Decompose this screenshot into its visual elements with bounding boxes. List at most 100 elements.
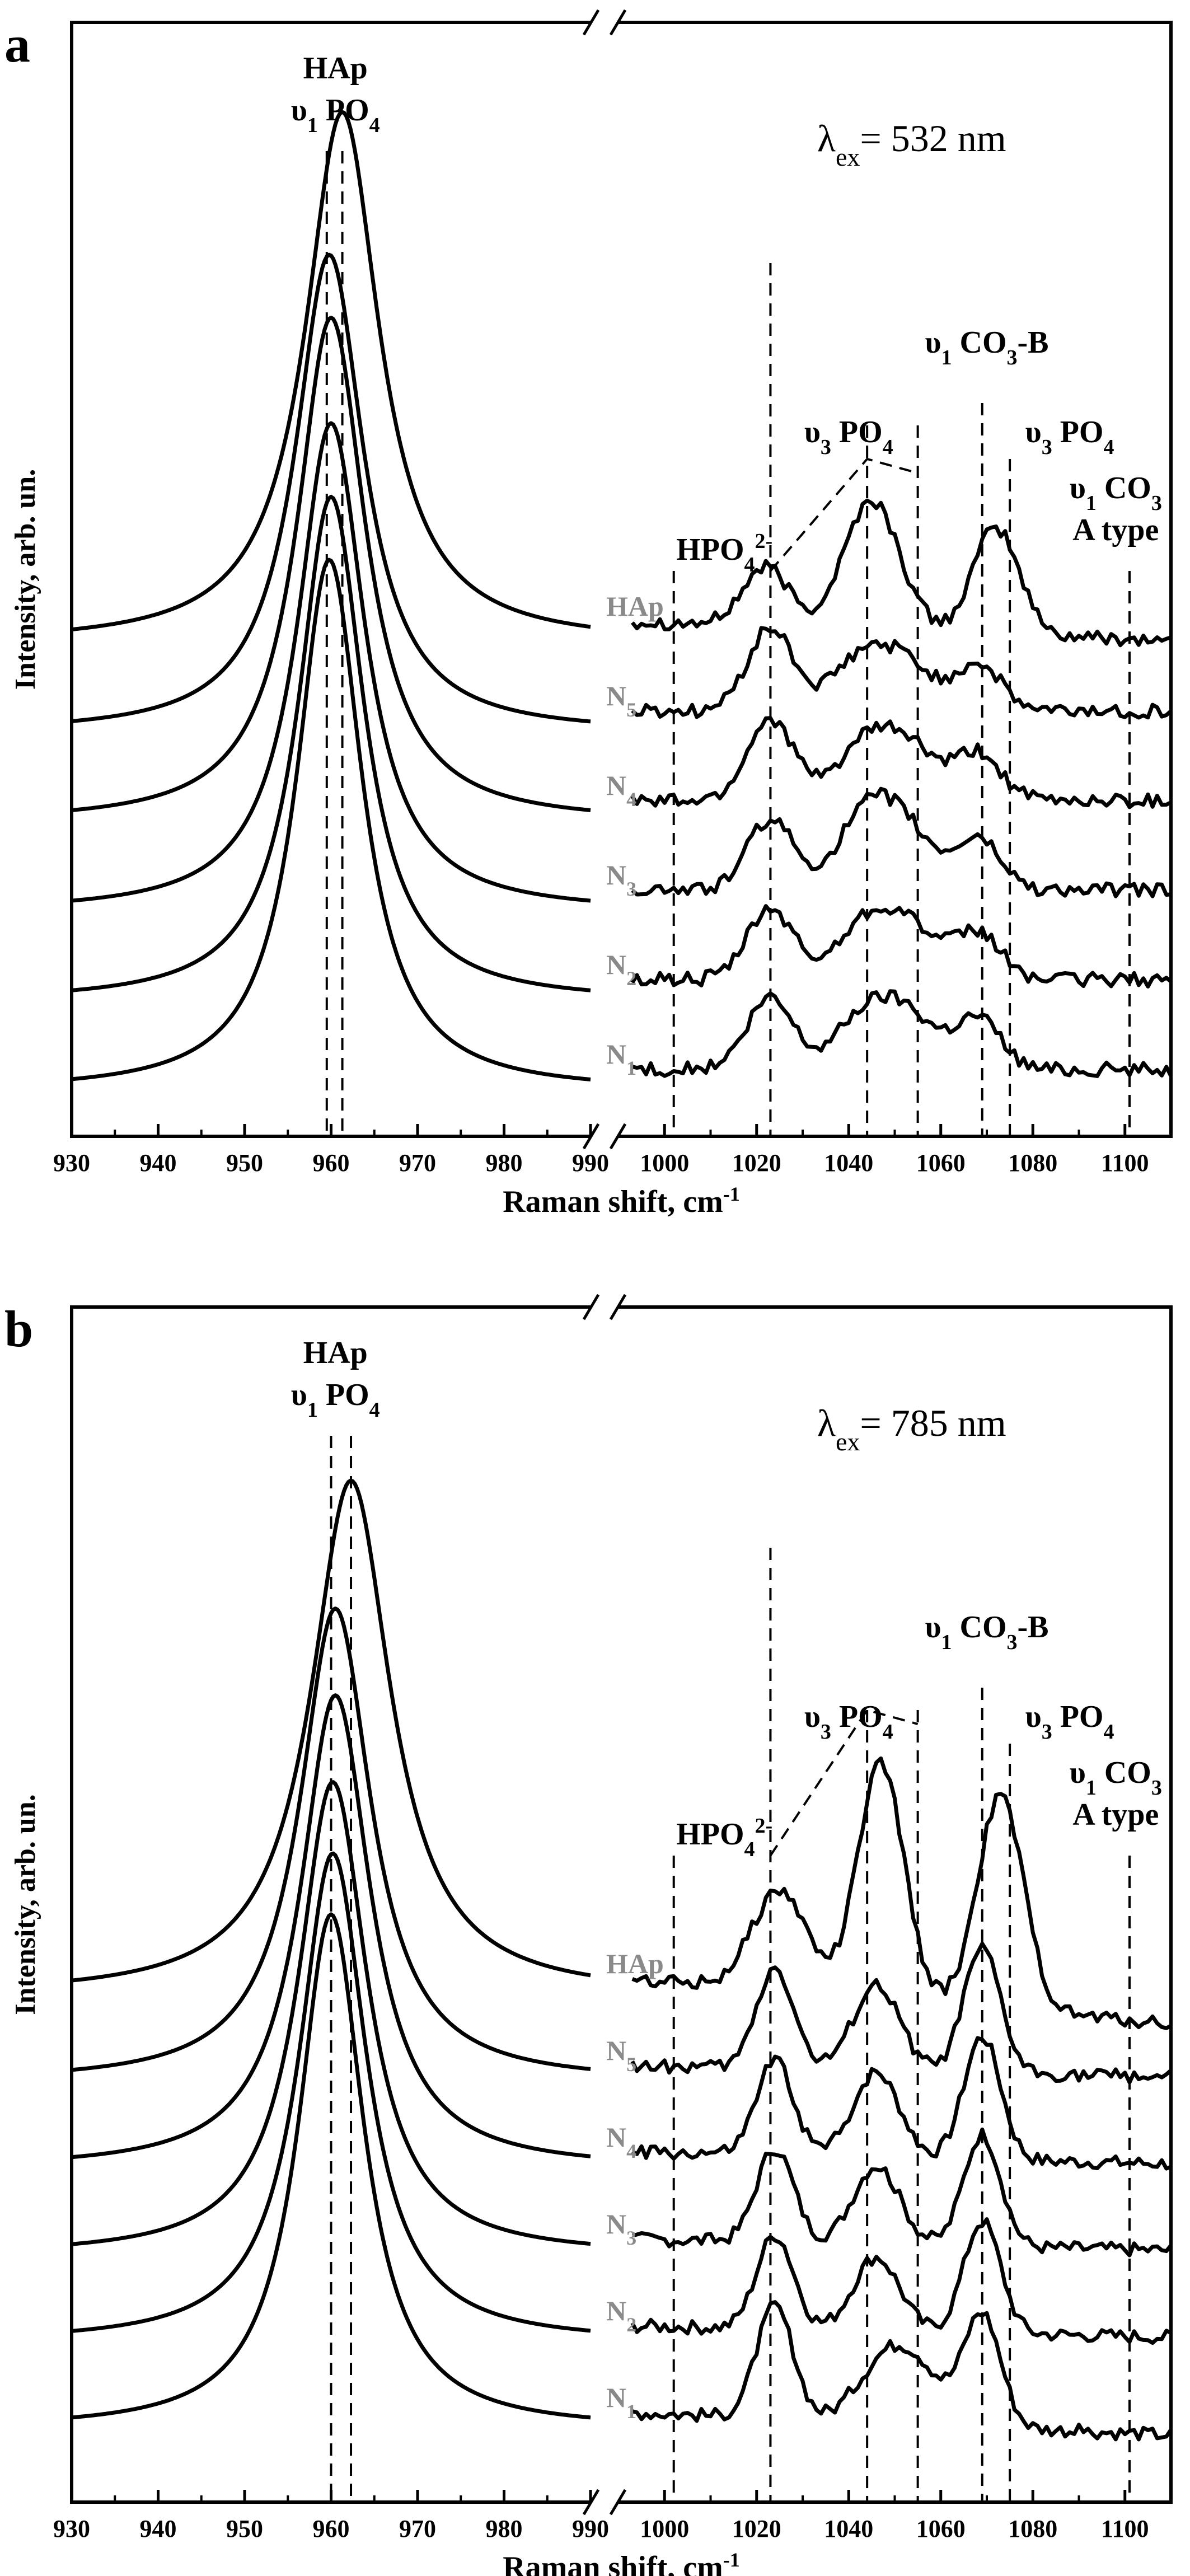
x-tick-label: 1080 <box>1008 2515 1057 2542</box>
x-tick-label: 1020 <box>732 2515 781 2542</box>
panel-letter: a <box>4 16 30 73</box>
series-line-left <box>71 558 591 1081</box>
series-line-right <box>630 716 1172 809</box>
panel-b: 930 940 950 960 970 980 990 1000 1020 1040 1060 108… <box>4 1294 1173 2576</box>
x-tick-label: 990 <box>572 1149 609 1177</box>
axis-break-mask-bottom <box>592 2497 617 2508</box>
series-line-left <box>71 1607 591 2072</box>
series-line-left <box>71 110 591 631</box>
series-line-right <box>630 498 1172 648</box>
x-tick-label: 980 <box>486 1149 523 1177</box>
x-tick-label: 940 <box>140 1149 177 1177</box>
panel-a: 930 940 950 960 970 980 990 1000 1020 1040 1060 108… <box>4 9 1173 1219</box>
series-label: N4 <box>606 770 636 811</box>
x-tick-label: 1020 <box>732 1149 781 1177</box>
x-tick-label: 1000 <box>640 2515 689 2542</box>
peak-annotation: υ3 PO4 <box>1025 415 1114 459</box>
series-label: HAp <box>606 591 664 622</box>
series-line-right <box>630 904 1173 989</box>
peak-annotation: υ1 PO4 <box>291 1378 380 1422</box>
y-axis-title: Intensity, arb. un. <box>10 469 41 690</box>
series-line-right <box>631 2036 1172 2171</box>
series-label: N4 <box>606 2121 636 2162</box>
peak-annotation: υ1 CO3-B <box>925 325 1048 369</box>
peak-annotation: υ1 CO3 <box>1070 1755 1162 1800</box>
peak-annotation: υ3 PO4 <box>804 415 893 459</box>
panel-letter: b <box>4 1300 33 1357</box>
x-tick-label: 950 <box>226 2515 263 2542</box>
x-tick-label: 1100 <box>1101 1149 1149 1177</box>
series-line-left <box>71 1851 591 2333</box>
peak-annotation: HPO42- <box>676 530 772 577</box>
series-line-right <box>631 786 1172 898</box>
series-line-right <box>631 626 1173 720</box>
series-label: HAp <box>606 1948 664 1979</box>
axis-break-mark <box>609 1123 627 1150</box>
y-axis-title: Intensity, arb. un. <box>10 1794 41 2015</box>
x-axis-title: Raman shift, cm-1 <box>503 1183 740 1219</box>
excitation-label: λex= 785 nm <box>817 1402 1006 1456</box>
peak-annotation: HAp <box>303 51 368 86</box>
series-line-left <box>71 316 591 812</box>
axis-break-mask-bottom <box>592 1131 617 1142</box>
x-tick-label: 970 <box>399 1149 436 1177</box>
x-tick-label: 1000 <box>640 1149 689 1177</box>
axis-break-mask-top <box>592 17 617 28</box>
excitation-label: λex= 532 nm <box>817 117 1006 171</box>
series-label: N3 <box>606 2208 636 2249</box>
peak-annotation: A type <box>1072 513 1159 547</box>
peak-annotation: HAp <box>303 1336 368 1370</box>
x-tick-label: 1060 <box>916 1149 966 1177</box>
series-label: N5 <box>606 680 636 721</box>
plot-frame <box>70 1305 1173 2504</box>
series-line-right <box>630 1941 1173 2085</box>
x-tick-label: 1060 <box>916 2515 966 2542</box>
series-label: N2 <box>606 949 636 990</box>
peak-annotation: υ3 PO4 <box>1025 1699 1114 1744</box>
x-tick-label: 980 <box>486 2515 523 2542</box>
x-tick-label: 1080 <box>1008 1149 1057 1177</box>
axis-break-mark <box>609 2489 627 2516</box>
series-line-right <box>631 2300 1173 2442</box>
x-tick-label: 1040 <box>824 1149 873 1177</box>
x-tick-label: 970 <box>399 2515 436 2542</box>
series-label: N5 <box>606 2035 636 2076</box>
peak-annotation: υ3 PO4 <box>804 1699 893 1744</box>
series-label: N3 <box>606 859 636 900</box>
series-label: N2 <box>606 2295 636 2336</box>
axis-break-mask-top <box>592 1301 617 1313</box>
x-tick-label: 930 <box>53 1149 90 1177</box>
x-tick-label: 960 <box>313 2515 350 2542</box>
series-label: N1 <box>606 2382 636 2423</box>
x-tick-label: 1100 <box>1101 2515 1149 2542</box>
peak-annotation: υ1 CO3-B <box>925 1610 1048 1654</box>
plot-frame <box>70 21 1173 1138</box>
series-line-left <box>71 1912 591 2420</box>
x-tick-label: 930 <box>53 2515 90 2542</box>
axis-break-mark <box>609 9 627 36</box>
series-label: N1 <box>606 1038 636 1079</box>
series-line-left <box>71 1693 591 2160</box>
series-line-left <box>71 252 591 724</box>
series-line-right <box>631 2127 1173 2257</box>
series-line-left <box>71 1780 591 2246</box>
axis-break-mark <box>609 1294 627 1320</box>
axis-break-mark <box>582 9 600 36</box>
peak-annotation: υ1 CO3 <box>1070 471 1162 515</box>
series-line-left <box>71 421 591 903</box>
x-axis-title: Raman shift, cm-1 <box>503 2549 740 2576</box>
x-tick-label: 960 <box>313 1149 350 1177</box>
x-tick-label: 940 <box>140 2515 177 2542</box>
axis-break-mark <box>582 1294 600 1320</box>
series-line-right <box>630 2217 1172 2345</box>
x-tick-label: 1040 <box>824 2515 873 2542</box>
annotation-bracket <box>769 457 919 572</box>
peak-annotation: A type <box>1072 1797 1159 1832</box>
series-line-left <box>71 1478 591 1983</box>
peak-annotation: HPO42- <box>676 1814 772 1861</box>
x-tick-label: 990 <box>572 2515 609 2542</box>
x-tick-label: 950 <box>226 1149 263 1177</box>
peak-annotation: υ1 PO4 <box>291 93 380 137</box>
series-line-right <box>631 989 1173 1078</box>
